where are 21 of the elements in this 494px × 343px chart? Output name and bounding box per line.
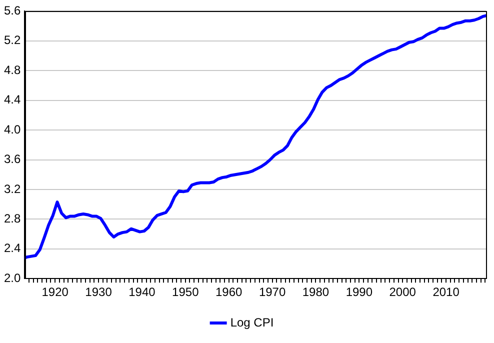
y-tick-label: 5.2 — [4, 33, 21, 48]
y-tick-label: 2.0 — [4, 270, 21, 285]
y-tick-label: 4.4 — [4, 92, 21, 107]
y-tick-label: 2.4 — [4, 241, 21, 256]
y-tick-label: 4.0 — [4, 122, 21, 136]
y-tick-label: 5.6 — [4, 4, 21, 18]
x-tick-label: 1990 — [346, 285, 373, 300]
y-tick-label: 4.8 — [4, 62, 21, 77]
x-tick-label: 1980 — [302, 285, 330, 300]
x-tick-label: 1950 — [172, 285, 200, 300]
y-tick-label: 3.6 — [4, 152, 21, 166]
x-tick-label: 1930 — [85, 285, 112, 300]
x-tick-label: 1940 — [128, 285, 156, 300]
y-tick-label: 2.8 — [4, 211, 21, 226]
x-tick-label: 1970 — [258, 285, 286, 300]
x-tick-label: 2010 — [432, 285, 460, 300]
x-tick-label: 1960 — [215, 285, 243, 300]
x-tick-label: 2000 — [389, 285, 416, 300]
legend-label: Log CPI — [230, 315, 274, 330]
x-tick-label: 1920 — [42, 285, 69, 300]
y-tick-label: 3.2 — [4, 182, 21, 196]
